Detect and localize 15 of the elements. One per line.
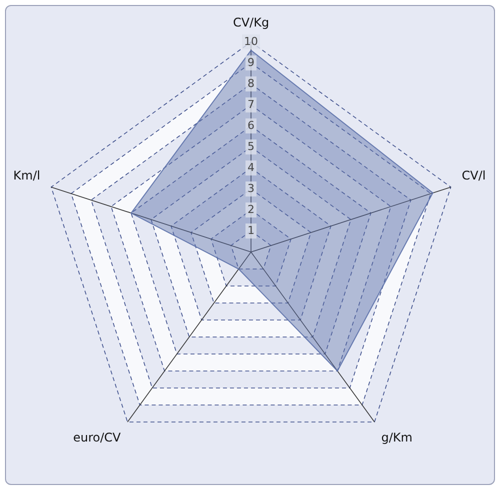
y-tick-label: 10: [244, 34, 258, 48]
y-tick-label: 9: [248, 56, 254, 69]
y-tick-label: 1: [248, 224, 254, 237]
y-tick-label: 8: [248, 76, 254, 90]
spoke-label: euro/CV: [73, 430, 122, 445]
spoke-label: g/Km: [381, 430, 412, 445]
y-tick-label: 3: [248, 182, 254, 195]
spoke-label: CV/Kg: [232, 15, 270, 30]
y-tick-label: 6: [248, 118, 254, 132]
y-tick-label: 5: [248, 140, 254, 153]
y-tick-label: 4: [248, 160, 254, 174]
spoke-label: Km/l: [13, 168, 40, 182]
spoke-label: CV/l: [462, 168, 486, 182]
y-tick-label: 2: [248, 202, 254, 216]
y-tick-label: 7: [248, 98, 254, 111]
